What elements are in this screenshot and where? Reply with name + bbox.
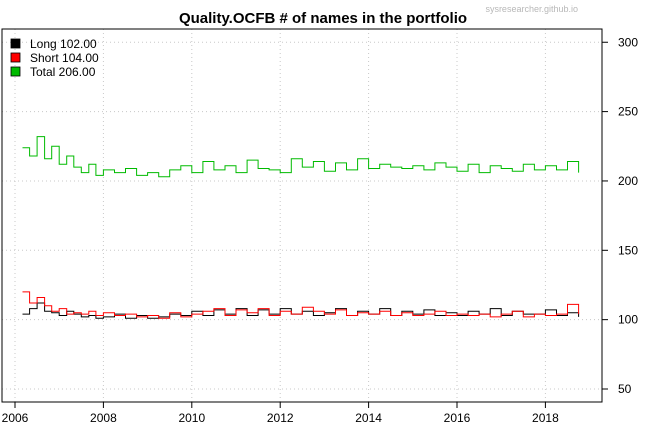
legend-label: Short 104.00 (30, 51, 99, 65)
y-tick-label: 50 (618, 382, 632, 396)
legend-swatch (10, 66, 21, 77)
plot-frame (1, 28, 603, 403)
axes: 2006 2008 2010 2012 2014 2016 2018 50 100 150 200 2… (2, 35, 639, 425)
chart-title: Quality.OCFB # of names in the portfolio (179, 10, 467, 27)
y-tick-label: 250 (618, 105, 638, 119)
y-tick-label: 100 (618, 313, 638, 327)
watermark: sysresearcher.github.io (485, 4, 578, 14)
x-tick-label: 2008 (90, 411, 117, 425)
x-tick-label: 2018 (532, 411, 559, 425)
grid (2, 29, 602, 402)
plot-lines (22, 136, 580, 319)
x-tick-label: 2016 (444, 411, 471, 425)
series-line-1 (22, 291, 580, 319)
x-tick-label: 2010 (178, 411, 205, 425)
x-tick-label: 2006 (2, 411, 29, 425)
y-tick-label: 150 (618, 243, 638, 257)
legend-swatch (10, 52, 21, 63)
x-tick-label: 2012 (267, 411, 294, 425)
series-line-0 (22, 302, 580, 319)
legend-label: Long 102.00 (30, 37, 97, 51)
legend-label: Total 206.00 (30, 65, 96, 79)
y-tick-label: 200 (618, 174, 638, 188)
y-tick-label: 300 (618, 35, 638, 49)
x-tick-label: 2014 (355, 411, 382, 425)
legend-swatch (10, 38, 21, 49)
series-line-2 (22, 136, 580, 178)
